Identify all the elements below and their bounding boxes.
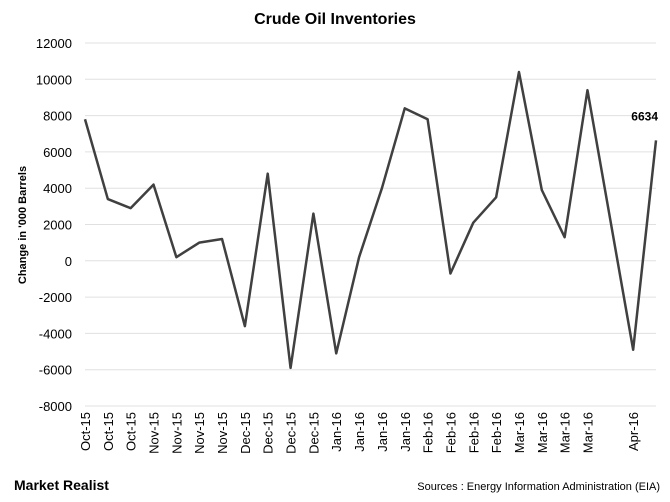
data-line <box>83 70 658 370</box>
x-tick-label: Oct-15 <box>78 412 93 451</box>
y-tick-label: -6000 <box>39 363 72 378</box>
x-tick-label: Oct-15 <box>124 412 139 451</box>
annotation: 6634 <box>631 109 658 123</box>
y-tick-label: 8000 <box>43 109 72 124</box>
x-tick-label: Jan-16 <box>398 412 413 452</box>
y-tick-label: 12000 <box>36 36 72 51</box>
chart-title: Crude Oil Inventories <box>254 11 416 28</box>
y-tick-label: 0 <box>65 254 72 269</box>
x-tick-label: Apr-16 <box>626 412 641 451</box>
x-tick-label: Mar-16 <box>512 412 527 453</box>
y-tick-label: 10000 <box>36 72 72 87</box>
x-tick-label: Mar-16 <box>580 412 595 453</box>
x-tick-label: Dec-15 <box>306 412 321 454</box>
x-tick-label: Nov-15 <box>192 412 207 454</box>
x-tick-label: Nov-15 <box>147 412 162 454</box>
x-tick-label: Feb-16 <box>443 412 458 453</box>
x-tick-label: Feb-16 <box>489 412 504 453</box>
y-axis-label: Change in '000 Barrels <box>17 166 29 284</box>
x-tick-label: Nov-15 <box>215 412 230 454</box>
source: Sources : Energy Information Administrat… <box>417 481 660 493</box>
x-tick-label: Feb-16 <box>466 412 481 453</box>
x-tick-label: Oct-15 <box>101 412 116 451</box>
x-tick-label: Nov-15 <box>169 412 184 454</box>
x-tick-label: Mar-16 <box>558 412 573 453</box>
x-tick-label: Jan-16 <box>375 412 390 452</box>
x-tick-label: Mar-16 <box>535 412 550 453</box>
y-tick-label: -4000 <box>39 326 72 341</box>
x-tick-label: Jan-16 <box>352 412 367 452</box>
y-tick-label: -8000 <box>39 399 72 414</box>
x-tick-label: Jan-16 <box>329 412 344 452</box>
x-tick-label: Dec-15 <box>238 412 253 454</box>
y-tick-label: 6000 <box>43 145 72 160</box>
x-tick-label: Feb-16 <box>421 412 436 453</box>
y-tick-label: 2000 <box>43 218 72 233</box>
x-tick-label: Dec-15 <box>261 412 276 454</box>
x-tick-label: Dec-15 <box>284 412 299 454</box>
y-tick-label: -2000 <box>39 290 72 305</box>
brand: Market Realist <box>14 477 109 493</box>
y-tick-label: 4000 <box>43 181 72 196</box>
